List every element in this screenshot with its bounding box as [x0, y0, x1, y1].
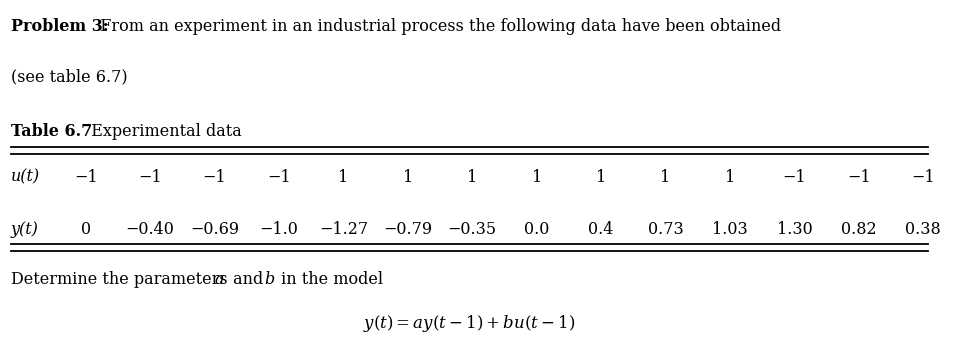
Text: 1: 1 [660, 169, 671, 186]
Text: Problem 3:: Problem 3: [11, 18, 108, 35]
Text: 0: 0 [80, 221, 91, 238]
Text: (see table 6.7): (see table 6.7) [11, 68, 127, 85]
Text: From an experiment in an industrial process the following data have been obtaine: From an experiment in an industrial proc… [90, 18, 782, 35]
Text: −1: −1 [138, 169, 162, 186]
Text: −1: −1 [203, 169, 226, 186]
Text: −0.79: −0.79 [383, 221, 432, 238]
Text: b: b [264, 271, 275, 288]
Text: 1.03: 1.03 [712, 221, 748, 238]
Text: Experimental data: Experimental data [80, 123, 241, 140]
Text: 0.82: 0.82 [841, 221, 877, 238]
Text: $y(t) = ay(t-1) + bu(t-1)$: $y(t) = ay(t-1) + bu(t-1)$ [363, 312, 576, 334]
Text: Table 6.7: Table 6.7 [11, 123, 92, 140]
Text: 1: 1 [338, 169, 349, 186]
Text: u(t): u(t) [11, 169, 40, 186]
Text: 1.30: 1.30 [777, 221, 812, 238]
Text: in the model: in the model [276, 271, 383, 288]
Text: y(t): y(t) [11, 221, 38, 238]
Text: −0.40: −0.40 [125, 221, 174, 238]
Text: −1: −1 [847, 169, 871, 186]
Text: 0.4: 0.4 [588, 221, 614, 238]
Text: 1: 1 [468, 169, 477, 186]
Text: 0.0: 0.0 [524, 221, 549, 238]
Text: 0.73: 0.73 [648, 221, 683, 238]
Text: −1: −1 [912, 169, 935, 186]
Text: −1.0: −1.0 [260, 221, 298, 238]
Text: and: and [228, 271, 268, 288]
Text: Determine the parameters: Determine the parameters [11, 271, 233, 288]
Text: 0.38: 0.38 [905, 221, 942, 238]
Text: −1.27: −1.27 [319, 221, 368, 238]
Text: −0.69: −0.69 [190, 221, 240, 238]
Text: a: a [215, 271, 224, 288]
Text: 1: 1 [725, 169, 735, 186]
Text: 1: 1 [532, 169, 542, 186]
Text: 1: 1 [596, 169, 606, 186]
Text: −0.35: −0.35 [447, 221, 497, 238]
Text: −1: −1 [267, 169, 291, 186]
Text: −1: −1 [74, 169, 98, 186]
Text: −1: −1 [783, 169, 807, 186]
Text: 1: 1 [402, 169, 413, 186]
